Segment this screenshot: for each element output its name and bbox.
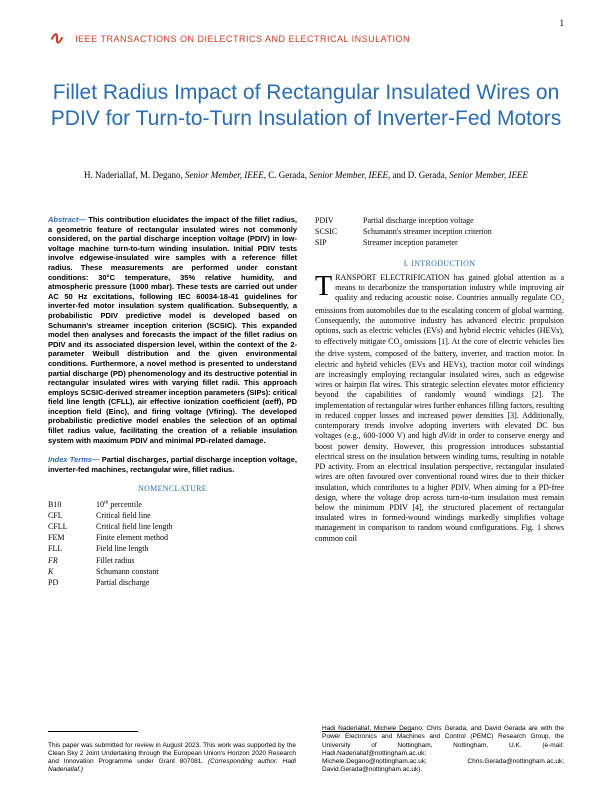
nomenclature-definition: Streamer inception parameter <box>363 237 564 248</box>
ieee-logo-icon: ∿ <box>48 28 63 49</box>
nomenclature-symbol: CFLL <box>48 521 96 532</box>
dropcap-letter: T <box>315 273 335 299</box>
nomenclature-row: B1010th percentile <box>48 499 297 510</box>
nomenclature-symbol: SIP <box>315 237 363 248</box>
abstract-block: Abstract— This contribution elucidates t… <box>48 215 297 445</box>
nomenclature-symbol: CFL <box>48 510 96 521</box>
journal-header: ∿ IEEE TRANSACTIONS ON DIELECTRICS AND E… <box>0 28 612 49</box>
abstract-label: Abstract— <box>48 215 86 224</box>
nomenclature-symbol: B10 <box>48 499 96 510</box>
page-number: 1 <box>560 18 565 28</box>
nomenclature-symbol: FLL <box>48 543 96 554</box>
nomenclature-definition: Schumann's streamer inception criterion <box>363 226 564 237</box>
nomenclature-row: SIPStreamer inception parameter <box>315 237 564 248</box>
introduction-body: TRANSPORT ELECTRIFICATION has gained glo… <box>315 273 564 544</box>
author-list: H. Naderiallaf, M. Degano, Senior Member… <box>48 170 564 182</box>
nomenclature-definition: Critical field line <box>96 510 297 521</box>
nomenclature-row: CFLLCritical field line length <box>48 521 297 532</box>
nomenclature-symbol: K <box>48 566 96 577</box>
nomenclature-table-left: B1010th percentileCFLCritical field line… <box>48 499 297 589</box>
nomenclature-row: PDPartial discharge <box>48 577 297 588</box>
intro-first-words: RANSPORT ELECTRIFICATION <box>335 273 450 282</box>
nomenclature-symbol: FR <box>48 555 96 566</box>
nomenclature-definition: 10th percentile <box>96 499 297 510</box>
intro-text: has gained global attention as a means t… <box>315 273 564 543</box>
introduction-heading: I. INTRODUCTION <box>315 259 564 269</box>
journal-name: IEEE TRANSACTIONS ON DIELECTRICS AND ELE… <box>75 34 410 44</box>
nomenclature-symbol: PDIV <box>315 215 363 226</box>
nomenclature-row: FLLField line length <box>48 543 297 554</box>
nomenclature-definition: Field line length <box>96 543 297 554</box>
nomenclature-row: KSchumann constant <box>48 566 297 577</box>
nomenclature-definition: Partial discharge <box>96 577 297 588</box>
nomenclature-row: FRFillet radius <box>48 555 297 566</box>
two-column-body: Abstract— This contribution elucidates t… <box>48 215 564 722</box>
left-column: Abstract— This contribution elucidates t… <box>48 215 297 722</box>
nomenclature-symbol: FEM <box>48 532 96 543</box>
nomenclature-symbol: SCSIC <box>315 226 363 237</box>
index-terms-label: Index Terms— <box>48 455 100 464</box>
nomenclature-symbol: PD <box>48 577 96 588</box>
nomenclature-table-right: PDIVPartial discharge inception voltageS… <box>315 215 564 249</box>
nomenclature-heading: NOMENCLATURE <box>48 484 297 494</box>
nomenclature-definition: Schumann constant <box>96 566 297 577</box>
paper-title: Fillet Radius Impact of Rectangular Insu… <box>48 80 564 133</box>
abstract-text: This contribution elucidates the impact … <box>48 215 297 445</box>
nomenclature-row: FEMFinite element method <box>48 532 297 543</box>
nomenclature-row: PDIVPartial discharge inception voltage <box>315 215 564 226</box>
nomenclature-row: CFLCritical field line <box>48 510 297 521</box>
nomenclature-row: SCSICSchumann's streamer inception crite… <box>315 226 564 237</box>
nomenclature-definition: Fillet radius <box>96 555 297 566</box>
nomenclature-definition: Partial discharge inception voltage <box>363 215 564 226</box>
footnote-right: Hadi Naderiallaf, Michele Degano, Chris … <box>322 725 564 774</box>
right-column: PDIVPartial discharge inception voltageS… <box>315 215 564 722</box>
footnote-left: This paper was submitted for review in A… <box>48 742 296 775</box>
index-terms-block: Index Terms— Partial discharges, partial… <box>48 455 297 474</box>
nomenclature-definition: Finite element method <box>96 532 297 543</box>
footnote-rule-left <box>48 731 138 732</box>
nomenclature-definition: Critical field line length <box>96 521 297 532</box>
